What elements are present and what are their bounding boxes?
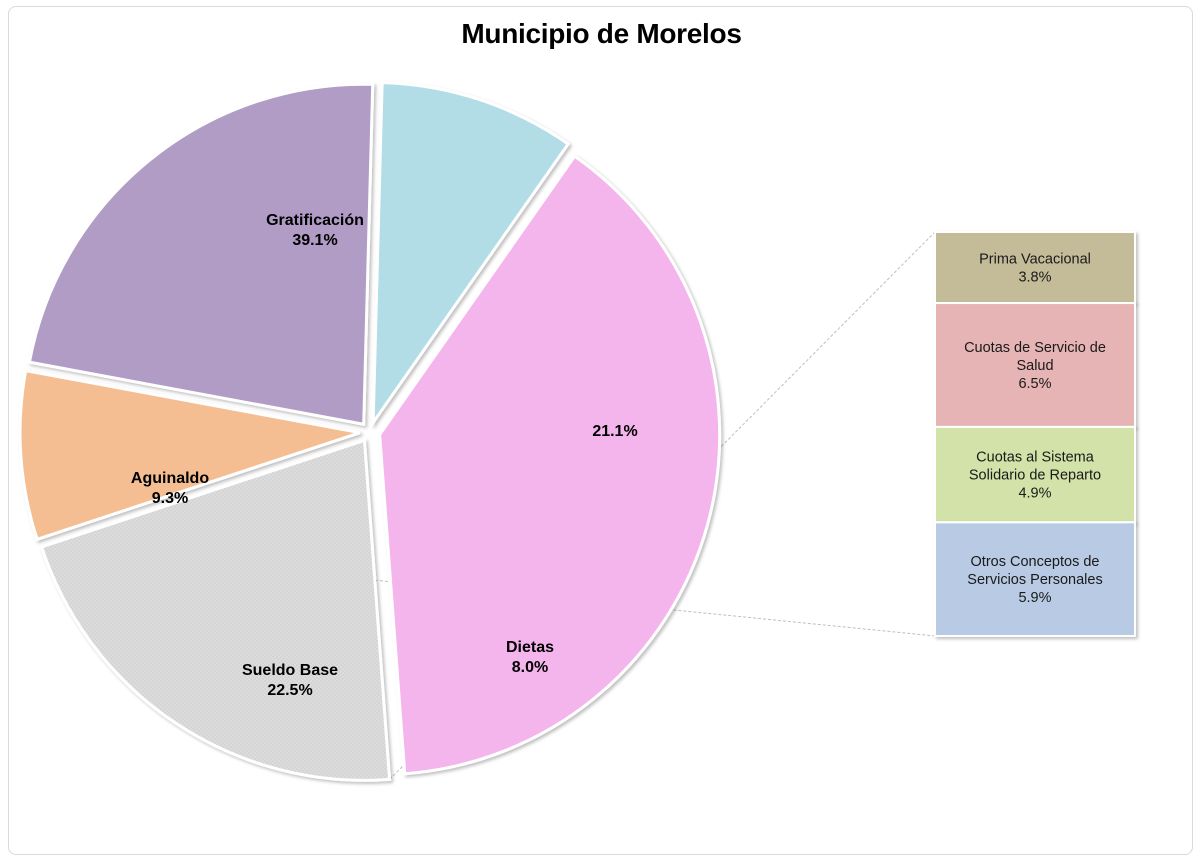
pie-slice-other: [39, 438, 392, 782]
breakdown-stack: [934, 231, 1136, 638]
breakdown-label-prima-vacacional: Prima Vacacional 3.8%: [979, 252, 1091, 286]
pie-slice-aguinaldo: [371, 81, 571, 428]
slice-label-sueldo-base: Sueldo Base 22.5%: [242, 662, 338, 699]
breakdown-segment-cuotas-de-servicio-de-salud: [934, 302, 1136, 428]
pie-slice-sueldo-base: [27, 82, 375, 427]
slice-label-aguinaldo: Aguinaldo 9.3%: [131, 470, 209, 507]
slice-label-gratificacion: Gratificación 39.1%: [266, 212, 364, 249]
breakdown-label-otros-conceptos-de-servicios-personales: Otros Conceptos de Servicios Personales 5.…: [967, 554, 1102, 606]
slice-label-other: 21.1%: [592, 423, 637, 440]
pie-slice-gratificacion: [378, 154, 722, 776]
slice-labels: Gratificación 39.1% 21.1% Dietas 8.0% Sueldo …: [131, 212, 1106, 699]
pie-slices: [18, 81, 722, 782]
breakdown-segment-otros-conceptos-de-servicios-personales: [934, 521, 1136, 638]
breakdown-label-cuotas-de-servicio-de-salud: Cuotas de Servicio de Salud 6.5%: [964, 340, 1106, 392]
breakdown-segment-cuotas-al-sistema-solidario-de-reparto: [934, 425, 1136, 524]
breakdown-label-cuotas-al-sistema-solidario-de-reparto: Cuotas al Sistema Solidario de Reparto 4.9…: [969, 450, 1101, 502]
slice-label-dietas: Dietas 8.0%: [506, 639, 554, 676]
chart-title: Municipio de Morelos: [461, 18, 742, 49]
breakdown-segment-prima-vacacional: [934, 231, 1136, 305]
pie-slice-dietas: [18, 368, 361, 542]
